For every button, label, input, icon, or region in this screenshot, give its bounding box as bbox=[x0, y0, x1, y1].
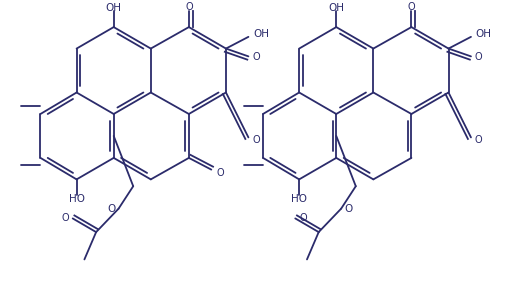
Text: O: O bbox=[252, 52, 260, 62]
Text: O: O bbox=[344, 204, 352, 214]
Text: O: O bbox=[475, 52, 482, 62]
Text: OH: OH bbox=[253, 29, 269, 39]
Text: OH: OH bbox=[476, 29, 492, 39]
Text: O: O bbox=[185, 1, 193, 11]
Text: O: O bbox=[61, 213, 69, 223]
Text: OH: OH bbox=[105, 3, 122, 13]
Text: O: O bbox=[108, 204, 116, 214]
Text: OH: OH bbox=[328, 3, 344, 13]
Text: O: O bbox=[252, 135, 260, 145]
Text: O: O bbox=[299, 213, 307, 223]
Text: HO: HO bbox=[291, 194, 307, 204]
Text: O: O bbox=[475, 135, 482, 145]
Text: O: O bbox=[216, 168, 224, 178]
Text: HO: HO bbox=[68, 194, 85, 204]
Text: O: O bbox=[408, 1, 415, 11]
